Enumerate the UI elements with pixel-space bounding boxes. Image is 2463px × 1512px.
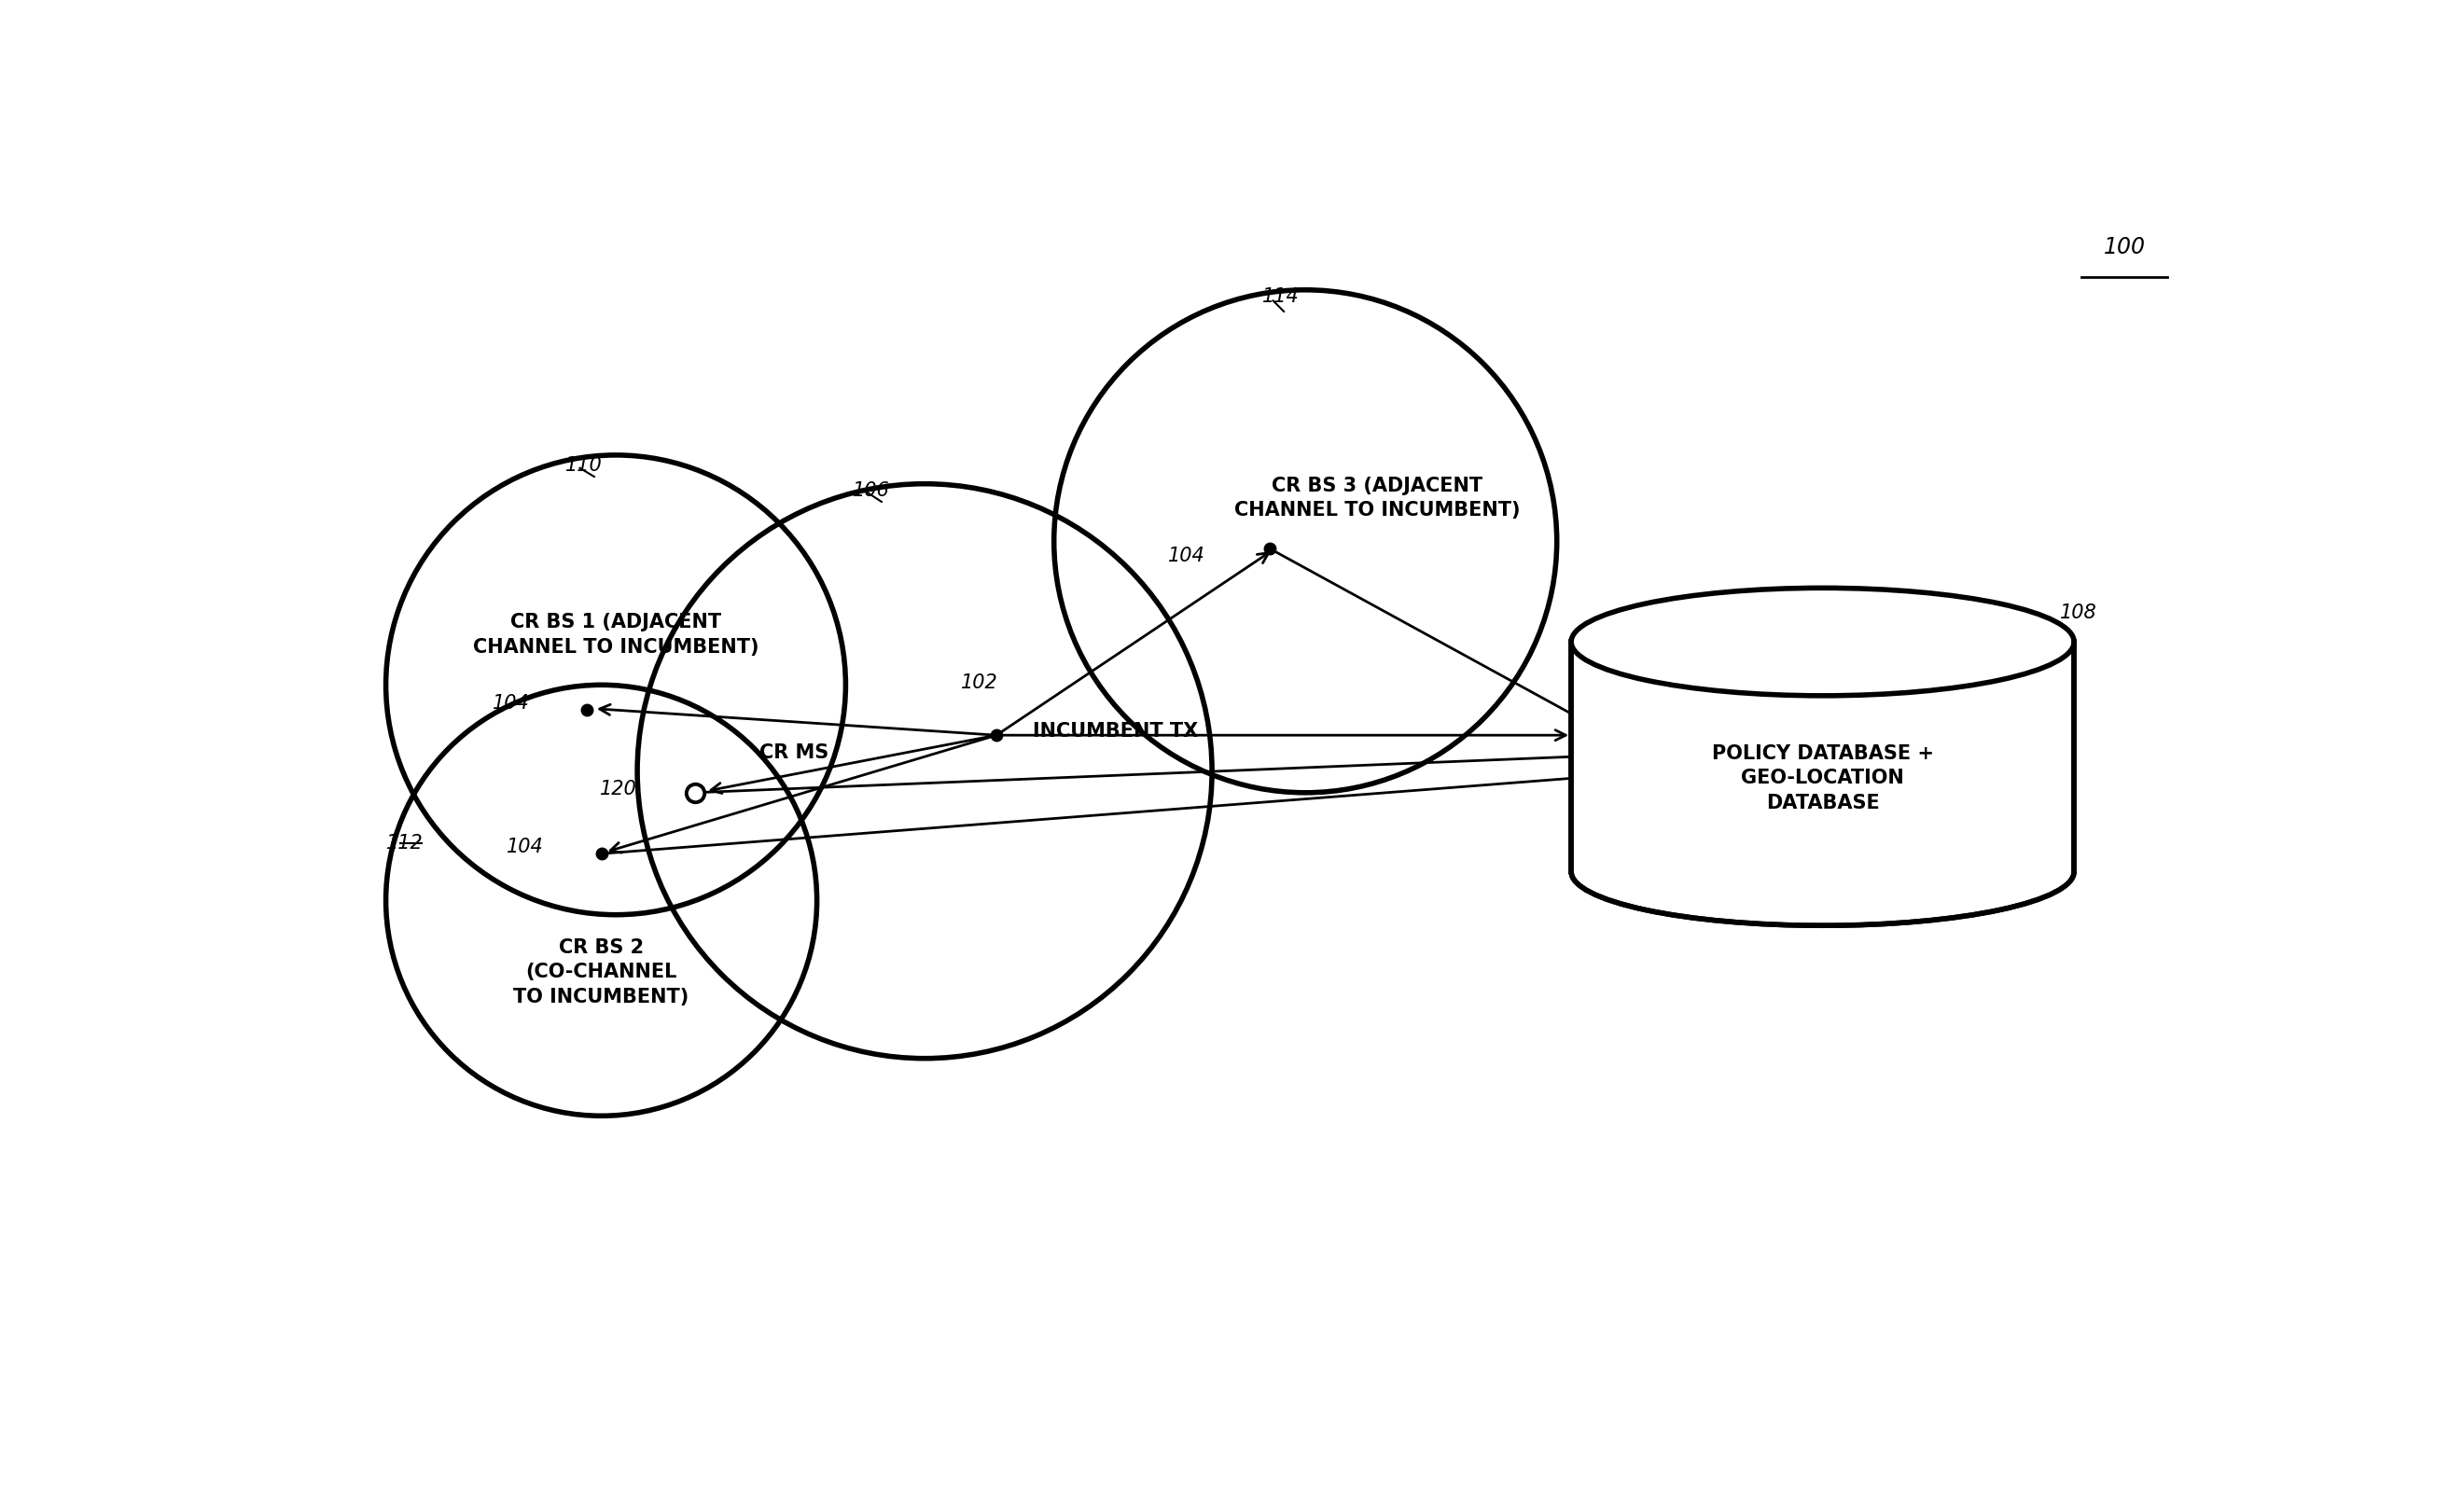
Text: 120: 120 [601,780,638,798]
Text: 102: 102 [961,673,998,692]
Text: CR BS 2
(CO-CHANNEL
TO INCUMBENT): CR BS 2 (CO-CHANNEL TO INCUMBENT) [515,939,690,1005]
Text: CR BS 3 (ADJACENT
CHANNEL TO INCUMBENT): CR BS 3 (ADJACENT CHANNEL TO INCUMBENT) [1234,476,1520,520]
Text: CR BS 1 (ADJACENT
CHANNEL TO INCUMBENT): CR BS 1 (ADJACENT CHANNEL TO INCUMBENT) [473,612,759,656]
Text: 110: 110 [566,457,603,475]
Text: 106: 106 [852,482,889,500]
Text: 114: 114 [1261,287,1300,307]
Text: 108: 108 [2059,603,2096,623]
Text: 112: 112 [387,833,424,853]
Text: INCUMBENT TX: INCUMBENT TX [1032,723,1197,741]
Ellipse shape [1571,588,2074,696]
Text: 104: 104 [493,694,530,712]
Text: 104: 104 [507,838,544,856]
Text: 100: 100 [2103,236,2145,259]
Text: 104: 104 [1167,546,1204,565]
Text: POLICY DATABASE +
GEO-LOCATION
DATABASE: POLICY DATABASE + GEO-LOCATION DATABASE [1712,744,1933,812]
Text: CR MS: CR MS [759,744,828,762]
Bar [1571,641,2074,871]
